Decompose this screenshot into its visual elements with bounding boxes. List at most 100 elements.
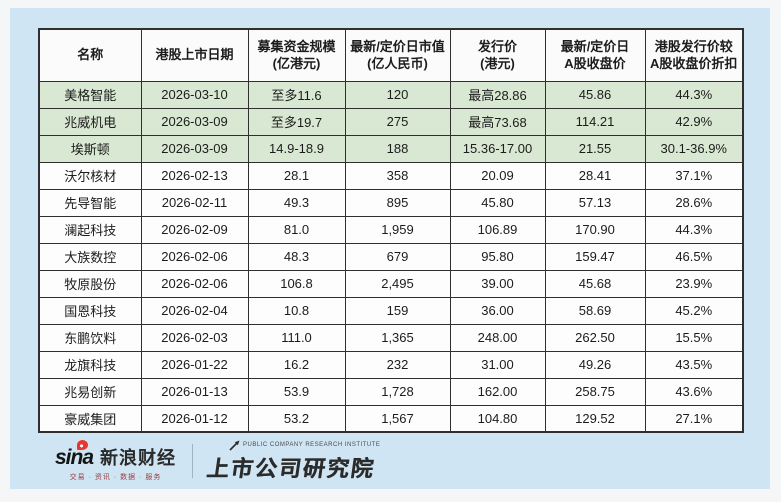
table-cell: 20.09 (449, 161, 546, 190)
table-cell: 81.0 (247, 215, 346, 244)
table-cell: 牧原股份 (38, 269, 142, 298)
table-cell: 111.0 (247, 323, 346, 352)
table-cell: 澜起科技 (38, 215, 142, 244)
table-cell: 28.6% (644, 188, 744, 217)
table-cell: 49.3 (247, 188, 346, 217)
table-cell: 2026-02-13 (140, 161, 249, 190)
table-cell: 兆易创新 (38, 377, 142, 406)
table-row: 澜起科技 2026-02-09 81.0 1,959 106.89 170.90 44.3% (38, 215, 744, 244)
footer-logos: sina 新浪财经 交易 · 资讯 · 数据 · 服务 PUBLIC COMPA… (55, 436, 380, 486)
table-cell: 248.00 (449, 323, 546, 352)
table-cell: 最高28.86 (449, 80, 546, 109)
table-cell: 45.80 (449, 188, 546, 217)
sina-eye-icon (77, 440, 88, 450)
table-cell: 159 (344, 296, 451, 325)
table-cell: 2026-01-13 (140, 377, 249, 406)
table-cell: 2026-02-04 (140, 296, 249, 325)
table-cell: 37.1% (644, 161, 744, 190)
infographic-card: 名称 港股上市日期 募集资金规模 (亿港元) 最新/定价日市值 (亿人民币) 发行价 (… (10, 8, 770, 489)
column-header: 港股发行价较 A股收盘价折扣 (644, 28, 744, 82)
table-cell: 兆威机电 (38, 107, 142, 136)
table-row: 埃斯顿 2026-03-09 14.9-18.9 188 15.36-17.00 21.5… (38, 134, 744, 163)
sina-tagline: 交易 · 资讯 · 数据 · 服务 (69, 474, 162, 481)
table-cell: 895 (344, 188, 451, 217)
table-cell: 2026-03-09 (140, 107, 249, 136)
table-cell: 至多11.6 (247, 80, 346, 109)
table-cell: 15.36-17.00 (449, 134, 546, 163)
table-cell: 114.21 (544, 107, 646, 136)
table-cell: 2026-03-10 (140, 80, 249, 109)
institute-name: 上市公司研究院 (205, 456, 377, 481)
table-cell: 2026-02-09 (140, 215, 249, 244)
table-cell: 188 (344, 134, 451, 163)
table-cell: 104.80 (449, 404, 546, 433)
table-cell: 27.1% (644, 404, 744, 433)
table-cell: 2026-01-22 (140, 350, 249, 379)
table-cell: 龙旗科技 (38, 350, 142, 379)
logo-divider (192, 444, 194, 478)
table-cell: 2,495 (344, 269, 451, 298)
table-cell: 48.3 (247, 242, 346, 271)
table-cell: 31.00 (449, 350, 546, 379)
table-cell: 大族数控 (38, 242, 142, 271)
table-cell: 53.2 (247, 404, 346, 433)
column-header: 名称 (38, 28, 142, 82)
table-cell: 170.90 (544, 215, 646, 244)
table-cell: 95.80 (449, 242, 546, 271)
table-cell: 2026-02-06 (140, 269, 249, 298)
table-row: 兆易创新 2026-01-13 53.9 1,728 162.00 258.75 43.6% (38, 377, 744, 406)
table-cell: 1,728 (344, 377, 451, 406)
table-cell: 国恩科技 (38, 296, 142, 325)
table-cell: 美格智能 (38, 80, 142, 109)
table-cell: 1,365 (344, 323, 451, 352)
table-cell: 106.8 (247, 269, 346, 298)
column-header: 港股上市日期 (140, 28, 249, 82)
table-cell: 53.9 (247, 377, 346, 406)
table-row: 东鹏饮料 2026-02-03 111.0 1,365 248.00 262.50 15.5… (38, 323, 744, 352)
table-cell: 120 (344, 80, 451, 109)
table-cell: 45.86 (544, 80, 646, 109)
table-cell: 埃斯顿 (38, 134, 142, 163)
arrow-icon (229, 440, 240, 451)
table-cell: 先导智能 (38, 188, 142, 217)
table-cell: 16.2 (247, 350, 346, 379)
table-cell: 1,567 (344, 404, 451, 433)
table-cell: 39.00 (449, 269, 546, 298)
sina-finance-label: 新浪财经 (100, 448, 177, 468)
table-cell: 东鹏饮料 (38, 323, 142, 352)
table-cell: 2026-03-09 (140, 134, 249, 163)
table-row: 国恩科技 2026-02-04 10.8 159 36.00 58.69 45.2% (38, 296, 744, 325)
column-header: 最新/定价日市值 (亿人民币) (344, 28, 451, 82)
column-header: 募集资金规模 (亿港元) (247, 28, 346, 82)
table-header-row: 名称 港股上市日期 募集资金规模 (亿港元) 最新/定价日市值 (亿人民币) 发行价 (… (38, 28, 744, 82)
table-row: 龙旗科技 2026-01-22 16.2 232 31.00 49.26 43.5% (38, 350, 744, 379)
table-cell: 43.5% (644, 350, 744, 379)
table-cell: 2026-01-12 (140, 404, 249, 433)
table-row: 牧原股份 2026-02-06 106.8 2,495 39.00 45.68 23.9% (38, 269, 744, 298)
table-cell: 最高73.68 (449, 107, 546, 136)
table-cell: 10.8 (247, 296, 346, 325)
table-cell: 44.3% (644, 80, 744, 109)
hk-ipo-table: 名称 港股上市日期 募集资金规模 (亿港元) 最新/定价日市值 (亿人民币) 发行价 (… (38, 28, 744, 433)
table-cell: 14.9-18.9 (247, 134, 346, 163)
table-row: 兆威机电 2026-03-09 至多19.7 275 最高73.68 114.21 42.9… (38, 107, 744, 136)
table-row: 沃尔核材 2026-02-13 28.1 358 20.09 28.41 37.1% (38, 161, 744, 190)
table-cell: 42.9% (644, 107, 744, 136)
table-cell: 159.47 (544, 242, 646, 271)
table-cell: 43.6% (644, 377, 744, 406)
table-row: 先导智能 2026-02-11 49.3 895 45.80 57.13 28.6% (38, 188, 744, 217)
table-cell: 258.75 (544, 377, 646, 406)
table-cell: 沃尔核材 (38, 161, 142, 190)
table-cell: 28.1 (247, 161, 346, 190)
table-cell: 106.89 (449, 215, 546, 244)
table-cell: 至多19.7 (247, 107, 346, 136)
table-cell: 45.2% (644, 296, 744, 325)
column-header: 最新/定价日 A股收盘价 (544, 28, 646, 82)
table-cell: 262.50 (544, 323, 646, 352)
table-cell: 129.52 (544, 404, 646, 433)
table-cell: 58.69 (544, 296, 646, 325)
table-cell: 2026-02-06 (140, 242, 249, 271)
table-cell: 2026-02-11 (140, 188, 249, 217)
institute-en-caption: PUBLIC COMPANY RESEARCH INSTITUTE (243, 442, 381, 448)
table-cell: 21.55 (544, 134, 646, 163)
